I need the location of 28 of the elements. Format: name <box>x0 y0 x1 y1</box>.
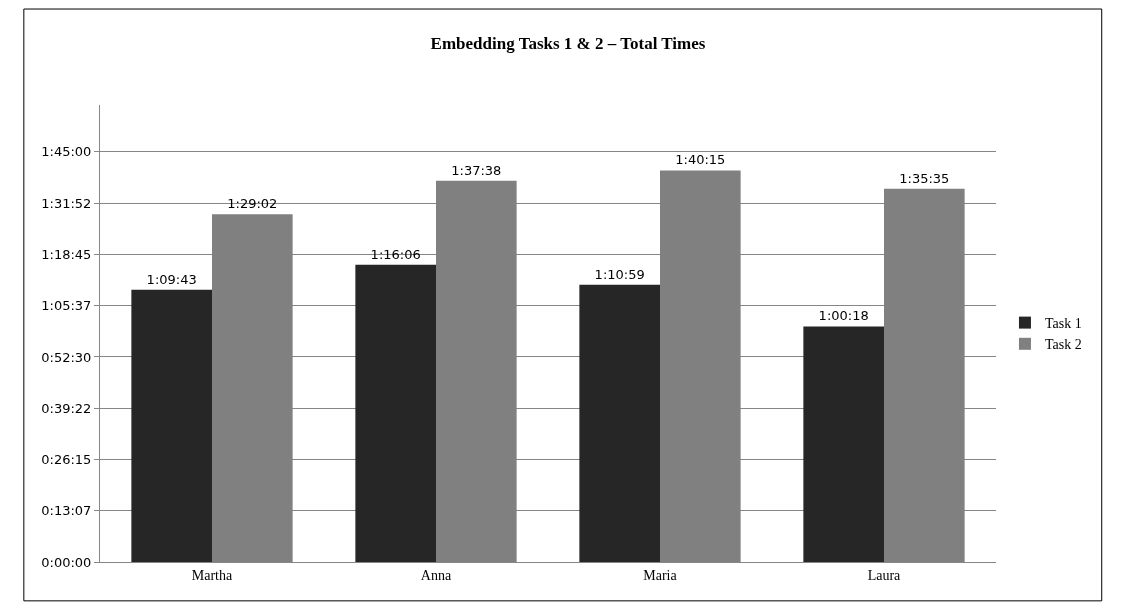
legend-label: Task 2 <box>1044 337 1082 353</box>
x-tick-label: Anna <box>420 567 452 583</box>
y-tick-label: 1:31:52 <box>41 195 92 211</box>
x-tick-label: Martha <box>191 567 233 583</box>
bar <box>355 264 436 562</box>
data-label: 1:09:43 <box>146 271 197 287</box>
data-label: 1:16:06 <box>370 246 421 262</box>
y-tick-label: 1:45:00 <box>41 144 92 160</box>
chart-title: Embedding Tasks 1 & 2 – Total Times <box>430 33 706 53</box>
y-tick-label: 0:00:00 <box>41 554 92 570</box>
data-label: 1:29:02 <box>227 196 278 212</box>
x-tick-label: Maria <box>643 567 678 583</box>
legend-label: Task 1 <box>1044 316 1082 332</box>
y-tick-label: 1:05:37 <box>41 298 92 314</box>
y-tick-label: 0:39:22 <box>41 400 92 416</box>
data-label: 1:37:38 <box>451 162 502 178</box>
data-label: 1:40:15 <box>675 152 726 168</box>
data-label: 1:10:59 <box>594 266 645 282</box>
y-tick-label: 0:52:30 <box>41 349 92 365</box>
bar <box>803 326 884 562</box>
y-tick-label: 1:18:45 <box>41 246 92 262</box>
data-label: 1:00:18 <box>818 308 869 324</box>
y-tick-label: 0:26:15 <box>41 452 92 468</box>
bar <box>131 289 212 562</box>
x-tick-label: Laura <box>867 567 902 583</box>
y-tick-label: 0:13:07 <box>41 503 92 519</box>
bar <box>579 284 660 562</box>
data-label: 1:35:35 <box>899 170 950 186</box>
